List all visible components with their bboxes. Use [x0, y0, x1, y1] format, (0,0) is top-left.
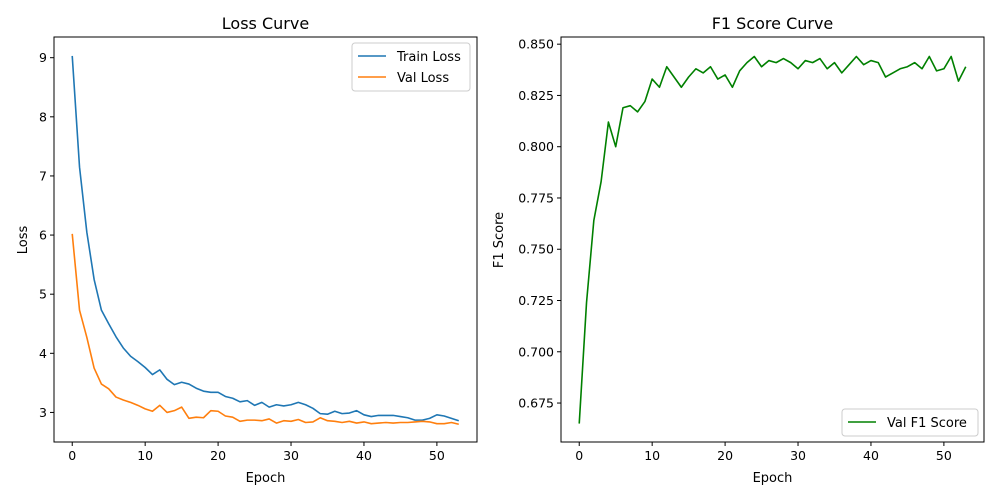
loss-y-ticks: 3 4 5 6 7 8 9	[39, 50, 54, 420]
loss-legend-box	[351, 42, 471, 92]
f1-chart-title: F1 Score Curve	[712, 14, 834, 33]
legend-label-train-loss: Train Loss	[396, 50, 461, 65]
loss-y-tick-label: 8	[39, 109, 47, 124]
f1-y-tick-label: 0.750	[518, 242, 554, 257]
loss-x-tick-label: 50	[429, 448, 445, 463]
loss-chart-title: Loss Curve	[222, 14, 309, 33]
f1-x-axis-label: Epoch	[753, 471, 793, 486]
loss-x-axis-label: Epoch	[246, 471, 286, 486]
loss-x-tick-label: 20	[210, 448, 226, 463]
f1-x-tick-label: 10	[644, 448, 660, 463]
loss-y-tick-label: 4	[39, 346, 47, 361]
f1-y-tick-label: 0.800	[518, 139, 554, 154]
f1-legend: Val F1 Score	[841, 408, 979, 437]
loss-y-tick-label: 9	[39, 50, 47, 65]
f1-y-axis-label: F1 Score	[492, 212, 507, 268]
f1-y-tick-label: 0.775	[518, 190, 554, 205]
f1-series-layer	[578, 55, 967, 424]
series-line-train-loss	[71, 55, 460, 422]
loss-x-tick-label: 30	[283, 448, 299, 463]
loss-y-tick-label: 5	[39, 287, 47, 302]
legend-label-val-f1: Val F1 Score	[887, 416, 967, 431]
loss-x-tick-label: 0	[68, 448, 76, 463]
loss-x-ticks: 0 10 20 30 40 50	[68, 442, 445, 463]
f1-y-tick-label: 0.700	[518, 344, 554, 359]
loss-x-tick-label: 10	[137, 448, 153, 463]
series-line-val-loss	[71, 233, 459, 426]
f1-x-tick-label: 0	[575, 448, 583, 463]
f1-y-tick-label: 0.725	[518, 293, 554, 308]
f1-chart: F1 Score Curve 0 10 20 30 40 50 0.675 0.700 0.7…	[492, 14, 985, 486]
f1-x-tick-label: 20	[717, 448, 733, 463]
series-line-val-f1-score	[578, 55, 967, 424]
legend-label-val-loss: Val Loss	[397, 71, 449, 86]
f1-y-tick-label: 0.675	[518, 396, 554, 411]
loss-y-tick-label: 6	[39, 228, 47, 243]
f1-y-tick-label: 0.850	[518, 37, 554, 52]
f1-legend-box	[841, 408, 979, 437]
loss-legend: Train Loss Val Loss	[351, 42, 471, 92]
f1-x-tick-label: 30	[790, 448, 806, 463]
loss-y-tick-label: 7	[39, 168, 47, 183]
loss-x-tick-label: 40	[356, 448, 372, 463]
f1-x-ticks: 0 10 20 30 40 50	[575, 442, 952, 463]
loss-chart: Loss Curve 0 10 20 30 40 50 3 4 5 6 7 8 9 Epoch Los…	[16, 14, 478, 486]
f1-y-ticks: 0.675 0.700 0.725 0.750 0.775 0.800 0.825 0.850	[518, 37, 561, 411]
loss-series-layer	[71, 55, 460, 426]
loss-plot-frame	[53, 36, 478, 443]
loss-y-axis-label: Loss	[16, 226, 31, 255]
f1-x-tick-label: 50	[936, 448, 952, 463]
f1-x-tick-label: 40	[863, 448, 879, 463]
f1-y-tick-label: 0.825	[518, 88, 554, 103]
f1-plot-frame	[560, 36, 985, 443]
loss-y-tick-label: 3	[39, 405, 47, 420]
